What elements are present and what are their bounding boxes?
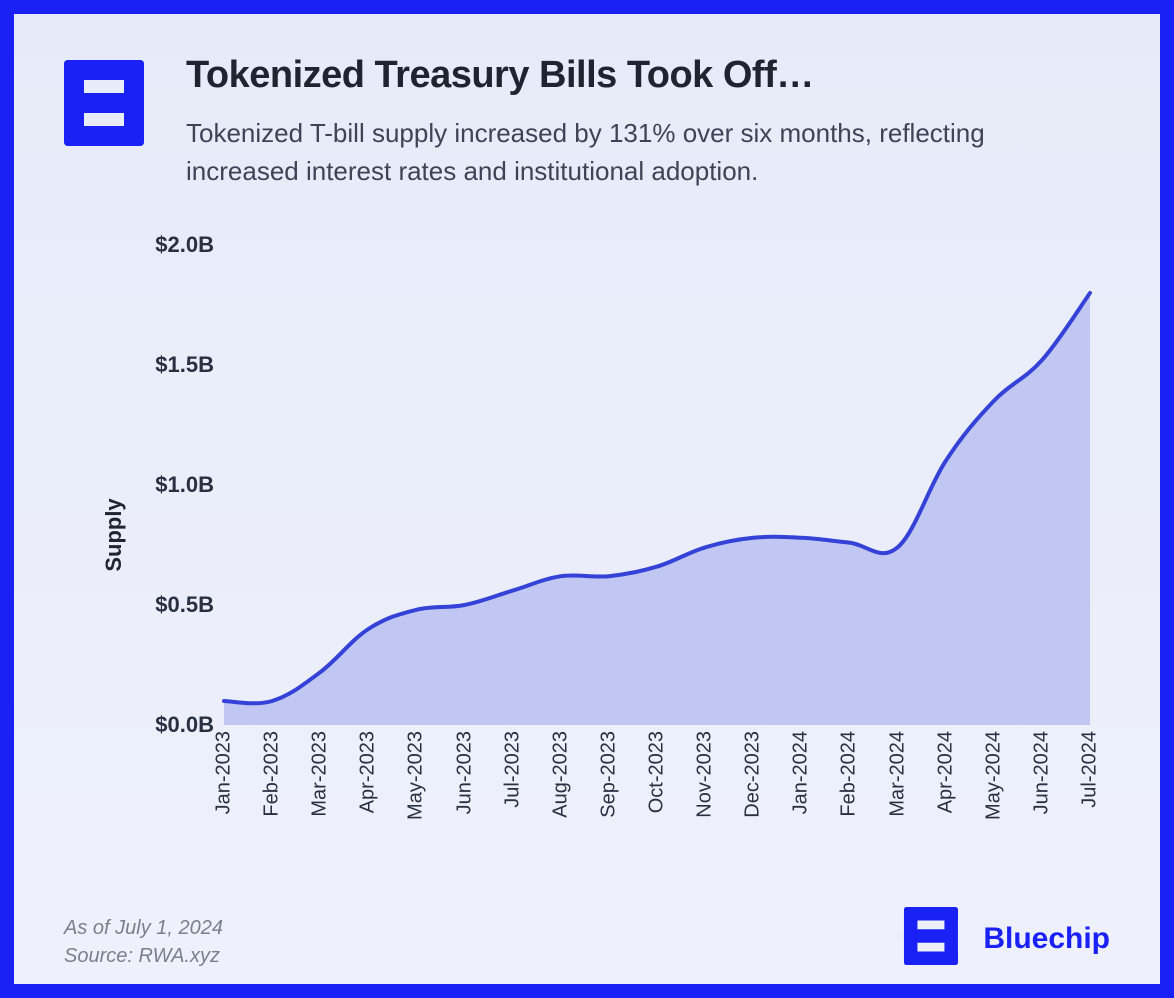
y-tick-label: $0.5B bbox=[155, 592, 214, 618]
x-tick-label: Sep-2023 bbox=[597, 731, 620, 818]
asof-text: As of July 1, 2024 bbox=[64, 914, 223, 942]
area-fill bbox=[224, 293, 1090, 725]
y-tick-label: $1.5B bbox=[155, 352, 214, 378]
header: Tokenized Treasury Bills Took Off… Token… bbox=[64, 54, 1110, 190]
x-tick-label: Feb-2023 bbox=[261, 731, 284, 817]
source-text: Source: RWA.xyz bbox=[64, 942, 223, 970]
x-tick-label: Mar-2024 bbox=[886, 731, 909, 817]
bluechip-logo-icon bbox=[64, 60, 156, 151]
y-tick-label: $2.0B bbox=[155, 232, 214, 258]
x-tick-label: Nov-2023 bbox=[694, 731, 717, 818]
y-tick-label: $0.0B bbox=[155, 712, 214, 738]
chart-title: Tokenized Treasury Bills Took Off… bbox=[186, 54, 1110, 97]
x-tick-label: Jun-2024 bbox=[1030, 731, 1053, 814]
plot-area bbox=[224, 245, 1090, 725]
chart-container: Supply $0.0B$0.5B$1.0B$1.5B$2.0B Jan-202… bbox=[124, 245, 1110, 825]
x-tick-label: Jun-2023 bbox=[453, 731, 476, 814]
x-axis-ticks: Jan-2023Feb-2023Mar-2023Apr-2023May-2023… bbox=[224, 725, 1090, 825]
chart-subtitle: Tokenized T-bill supply increased by 131… bbox=[186, 115, 1066, 190]
footnote: As of July 1, 2024 Source: RWA.xyz bbox=[64, 914, 223, 970]
x-tick-label: Apr-2023 bbox=[357, 731, 380, 813]
area-chart-svg bbox=[224, 245, 1090, 725]
brand-lockup: Bluechip bbox=[903, 907, 1110, 970]
brand-label: Bluechip bbox=[983, 922, 1110, 956]
x-tick-label: Feb-2024 bbox=[838, 731, 861, 817]
y-tick-label: $1.0B bbox=[155, 472, 214, 498]
bluechip-logo-icon bbox=[903, 907, 967, 970]
x-tick-label: Apr-2024 bbox=[934, 731, 957, 813]
x-tick-label: Mar-2023 bbox=[309, 731, 332, 817]
x-tick-label: Jul-2024 bbox=[1079, 731, 1102, 808]
x-tick-label: May-2024 bbox=[982, 731, 1005, 820]
x-tick-label: Jul-2023 bbox=[501, 731, 524, 808]
x-tick-label: Jan-2024 bbox=[790, 731, 813, 814]
header-text: Tokenized Treasury Bills Took Off… Token… bbox=[186, 54, 1110, 190]
x-tick-label: Jan-2023 bbox=[213, 731, 236, 814]
x-tick-label: Oct-2023 bbox=[646, 731, 669, 813]
x-tick-label: May-2023 bbox=[405, 731, 428, 820]
x-tick-label: Aug-2023 bbox=[549, 731, 572, 818]
x-tick-label: Dec-2023 bbox=[742, 731, 765, 818]
y-axis-label: Supply bbox=[101, 499, 127, 572]
footer: As of July 1, 2024 Source: RWA.xyz Bluec… bbox=[64, 907, 1110, 970]
infographic-frame: Tokenized Treasury Bills Took Off… Token… bbox=[0, 0, 1174, 998]
